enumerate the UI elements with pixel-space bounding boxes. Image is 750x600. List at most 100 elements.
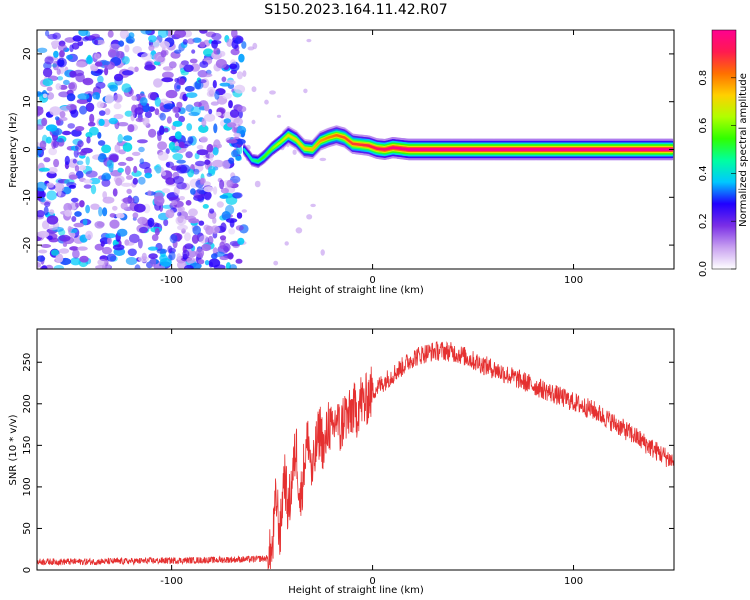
ridge-cell: [528, 148, 531, 151]
noise-blob: [55, 83, 62, 91]
noise-blob: [127, 124, 135, 133]
ridge-cell: [584, 148, 587, 151]
noise-blob: [241, 209, 247, 213]
ridge-cell: [615, 148, 618, 151]
noise-blob: [89, 177, 101, 185]
noise-blob: [133, 203, 146, 213]
ridge-cell: [271, 147, 274, 150]
noise-blob: [159, 258, 172, 267]
noise-blob: [47, 235, 53, 240]
noise-blob: [71, 216, 77, 222]
ridge-cell: [294, 138, 297, 141]
ridge-cell: [341, 135, 344, 139]
ridge-cell: [317, 141, 320, 145]
ridge-cell: [527, 148, 530, 151]
noise-blob: [43, 157, 51, 163]
ridge-cell: [455, 148, 458, 151]
noise-blob: [113, 102, 122, 110]
ridge-cell: [328, 136, 331, 139]
noise-blob: [165, 148, 170, 155]
noise-blob: [75, 61, 87, 68]
ridge-cell: [336, 134, 339, 137]
noise-blob: [108, 117, 118, 125]
noise-blob: [154, 97, 161, 107]
noise-blob: [176, 253, 182, 261]
noise-blob: [206, 143, 214, 153]
noise-blob: [95, 81, 106, 89]
noise-blob: [169, 234, 178, 244]
ridge-cell: [482, 148, 485, 151]
noise-blob: [174, 49, 182, 54]
noise-blob: [156, 248, 168, 254]
noise-blob: [134, 107, 144, 115]
x-tick-label: -100: [160, 576, 183, 587]
noise-blob: [131, 151, 141, 156]
noise-blob: [235, 155, 242, 161]
noise-blob: [50, 40, 62, 47]
noise-blob: [204, 113, 216, 122]
ridge-cell: [519, 148, 522, 151]
ridge-cell: [296, 139, 299, 143]
ridge-cell: [441, 148, 443, 151]
noise-blob: [100, 240, 105, 247]
noise-blob: [192, 37, 202, 43]
noise-blob: [192, 225, 201, 235]
ridge-cell: [449, 148, 451, 151]
ridge-cell: [540, 148, 543, 151]
ridge-cell: [575, 148, 578, 151]
noise-blob: [138, 176, 146, 185]
noise-blob: [144, 111, 152, 119]
noise-blob: [90, 184, 97, 195]
ridge-cell: [514, 148, 517, 151]
noise-blob: [92, 92, 100, 100]
noise-blob: [172, 153, 183, 161]
noise-blob: [62, 130, 72, 136]
y-tick-label: 150: [22, 436, 33, 455]
ridge-cell: [452, 148, 455, 151]
noise-blob: [276, 114, 282, 118]
noise-blob: [207, 165, 216, 175]
noise-blob: [197, 79, 207, 84]
noise-blob: [102, 207, 108, 217]
noise-blob: [49, 106, 62, 116]
ridge-cell: [550, 148, 553, 151]
noise-blob: [64, 209, 73, 217]
noise-blob: [42, 78, 54, 87]
ridge-cell: [506, 148, 509, 151]
noise-blob: [211, 40, 219, 49]
noise-blob: [172, 146, 182, 151]
noise-blob: [59, 50, 65, 58]
noise-blob: [211, 159, 224, 168]
ridge-cell: [316, 143, 319, 146]
noise-blob: [125, 257, 138, 265]
ridge-cell: [445, 148, 447, 151]
y-tick-label: -10: [22, 189, 33, 205]
ridge-cell: [466, 148, 469, 151]
noise-blob: [222, 92, 232, 100]
noise-blob: [82, 77, 94, 86]
noise-blob: [204, 190, 212, 201]
ridge-cell: [625, 148, 627, 151]
noise-blob: [254, 180, 261, 188]
ridge-cell: [520, 148, 523, 151]
ridge-cell: [473, 148, 476, 151]
noise-blob: [178, 141, 185, 148]
ridge-cell: [465, 148, 468, 151]
noise-blob: [320, 249, 325, 256]
noise-blob: [70, 109, 79, 118]
x-tick-label: 100: [564, 275, 583, 286]
noise-blob: [98, 118, 105, 126]
noise-blob: [166, 116, 172, 124]
ridge-cell: [324, 137, 327, 140]
noise-blob: [220, 187, 229, 194]
snr-frame: [36, 328, 675, 571]
noise-blob: [171, 200, 178, 206]
noise-blob: [44, 56, 54, 65]
ridge-cell: [386, 147, 389, 150]
ridge-cell: [494, 148, 497, 151]
ridge-cell: [630, 148, 632, 151]
noise-blob: [173, 176, 184, 184]
ridge-cell: [478, 148, 481, 151]
ridge-cell: [440, 148, 442, 151]
noise-blob: [215, 58, 227, 69]
